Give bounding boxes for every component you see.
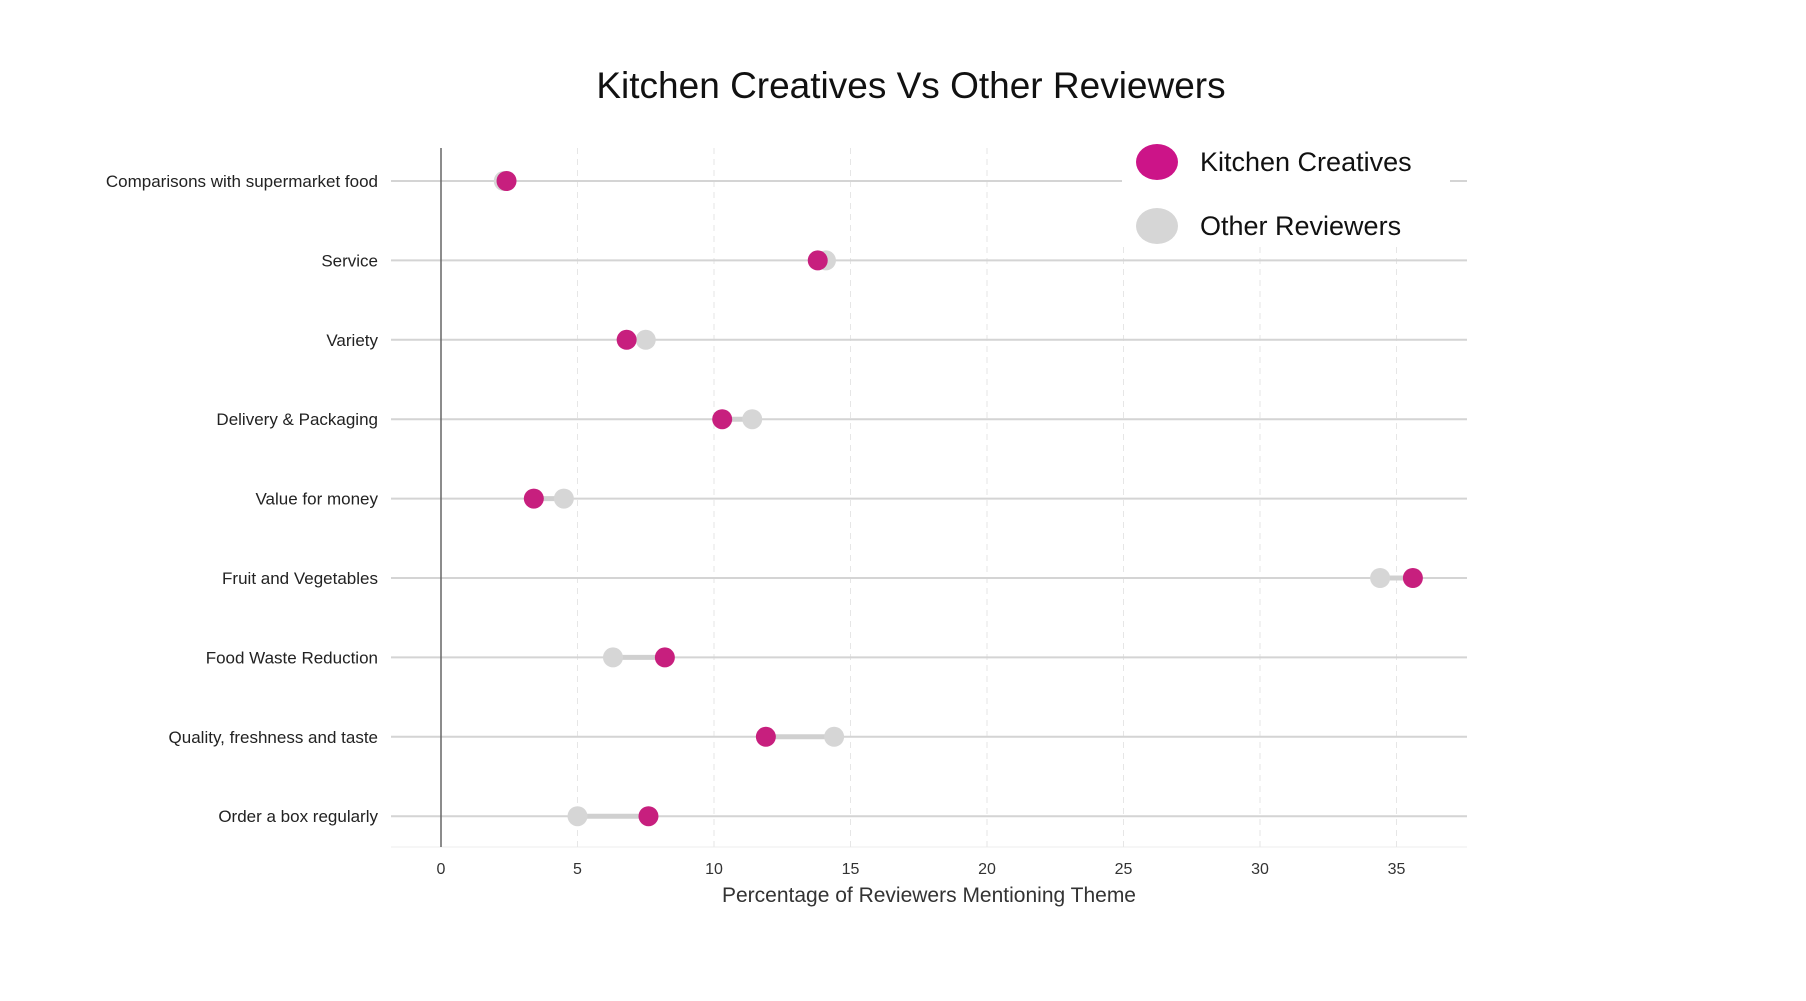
point-other-reviewers [824, 726, 845, 747]
category-row: Order a box regularly [218, 806, 1467, 827]
y-tick-label: Service [321, 251, 378, 270]
x-tick-label: 25 [1115, 861, 1133, 878]
x-tick-label: 5 [573, 861, 582, 878]
category-row: Quality, freshness and taste [169, 726, 1467, 747]
legend: Kitchen Creatives Other Reviewers [1122, 139, 1450, 244]
category-row: Fruit and Vegetables [222, 568, 1467, 588]
point-other-reviewers [567, 806, 588, 827]
category-row: Delivery & Packaging [216, 409, 1467, 430]
x-axis-label: Percentage of Reviewers Mentioning Theme [722, 884, 1136, 907]
x-tick-label: 15 [842, 861, 860, 878]
x-tick-label: 10 [705, 861, 723, 878]
legend-marker-other-reviewers [1136, 208, 1178, 244]
x-tick-label: 20 [978, 861, 996, 878]
x-tick-label: 30 [1251, 861, 1269, 878]
y-tick-label: Variety [326, 331, 378, 350]
point-kitchen-creatives [755, 726, 776, 747]
point-other-reviewers [602, 647, 623, 668]
category-row: Variety [326, 329, 1467, 350]
category-rows: Comparisons with supermarket food Service… [106, 171, 1467, 827]
point-other-reviewers [742, 409, 763, 430]
point-kitchen-creatives [523, 488, 544, 509]
point-other-reviewers [553, 488, 574, 509]
category-row: Food Waste Reduction [206, 647, 1467, 668]
y-tick-label: Comparisons with supermarket food [106, 172, 378, 191]
point-kitchen-creatives [712, 409, 733, 430]
y-tick-label: Quality, freshness and taste [169, 728, 378, 747]
point-kitchen-creatives [638, 806, 659, 827]
chart-title: Kitchen Creatives Vs Other Reviewers [596, 65, 1225, 106]
y-tick-label: Food Waste Reduction [206, 648, 378, 667]
grid [391, 148, 1467, 848]
category-row: Service [321, 250, 1467, 271]
x-tick-labels: 0 5 10 15 20 25 30 35 [437, 861, 1406, 878]
point-kitchen-creatives [807, 250, 828, 271]
point-other-reviewers [635, 329, 656, 350]
point-kitchen-creatives [654, 647, 675, 668]
point-kitchen-creatives [1402, 568, 1423, 588]
y-tick-label: Order a box regularly [218, 807, 378, 826]
category-row: Value for money [255, 488, 1467, 509]
x-tick-label: 0 [437, 861, 446, 878]
legend-marker-kitchen-creatives [1136, 144, 1178, 180]
x-tick-label: 35 [1388, 861, 1406, 878]
point-other-reviewers [1370, 568, 1391, 588]
legend-label-other-reviewers: Other Reviewers [1200, 211, 1401, 241]
y-tick-label: Fruit and Vegetables [222, 569, 378, 588]
legend-label-kitchen-creatives: Kitchen Creatives [1200, 147, 1412, 177]
point-kitchen-creatives [616, 329, 637, 350]
y-tick-label: Delivery & Packaging [216, 410, 378, 429]
point-kitchen-creatives [496, 171, 517, 191]
y-tick-label: Value for money [255, 490, 378, 509]
